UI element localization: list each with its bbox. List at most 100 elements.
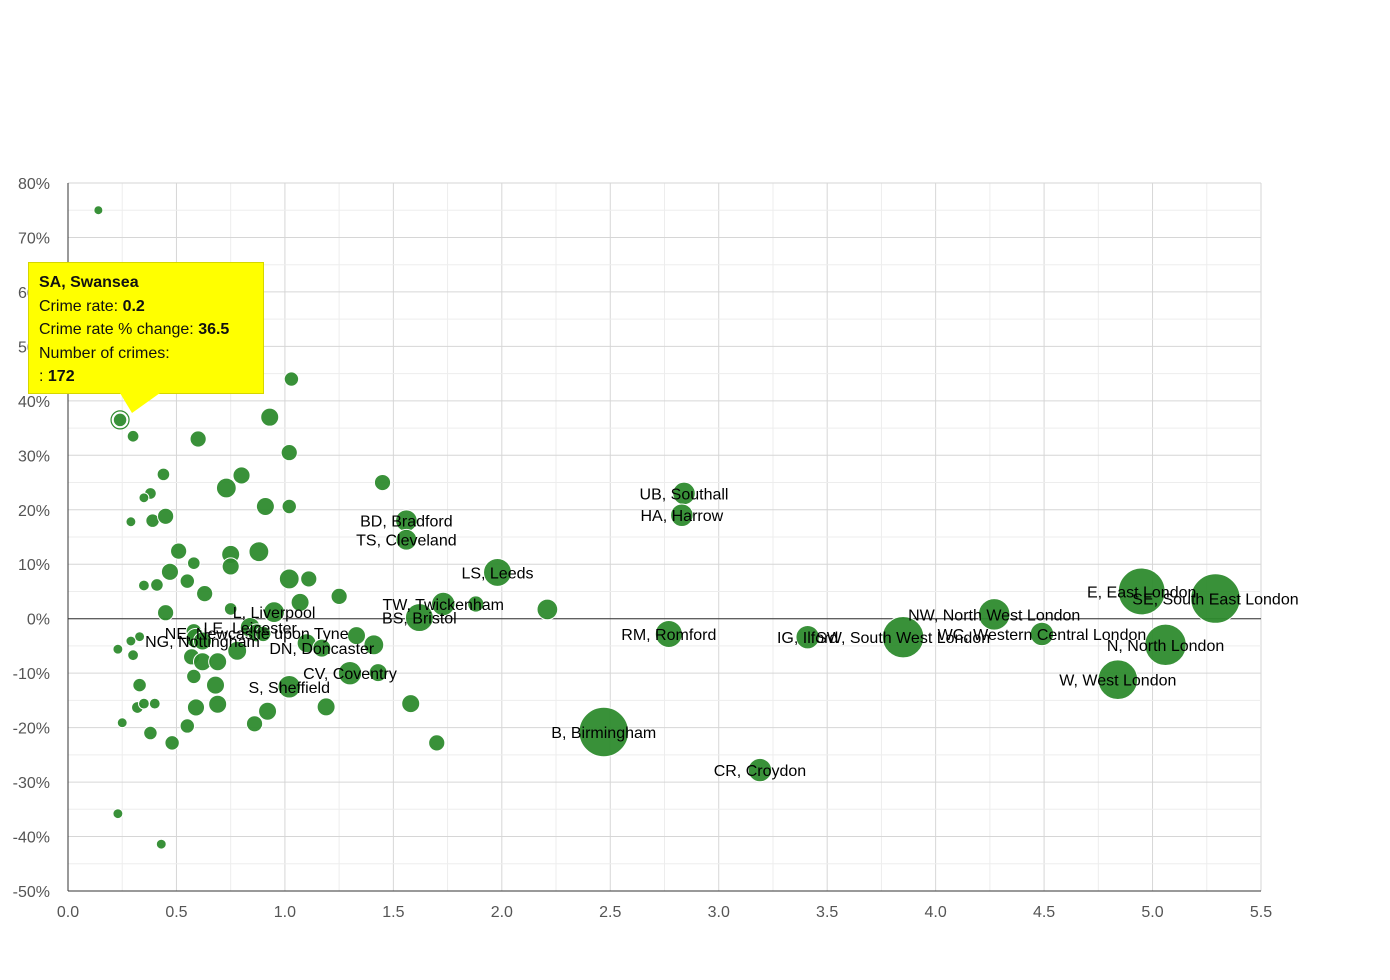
bubble-point [127, 649, 139, 662]
axes: 0.0 0.5 1.0 1.5 2.0 2.5 3.0 3.5 4.0 4.5 5.0 5.5 80% 7… [13, 176, 1273, 921]
bubble-point [404, 603, 434, 633]
y-tick-label: 20% [18, 503, 50, 520]
bubble-point [112, 412, 128, 428]
bubble-point [112, 808, 124, 820]
bubble-point [280, 443, 298, 462]
bubble-point [132, 677, 147, 693]
tooltip-crimes-prefix: : [39, 368, 44, 385]
bubble-point [290, 592, 310, 612]
bubble-point [232, 466, 251, 485]
bubble-point [316, 697, 336, 717]
bubble-point [187, 556, 201, 570]
bubble-point [160, 562, 179, 581]
x-tick-label: 0.5 [165, 904, 187, 921]
bubble-point [179, 573, 196, 589]
x-tick-label: 1.0 [274, 904, 296, 921]
bubble-point [337, 660, 363, 686]
x-tick-label: 3.5 [816, 904, 838, 921]
bubble-label: L, Liverpool [233, 605, 316, 622]
bubble-point [138, 697, 150, 710]
tooltip-change-value: 36.5 [198, 321, 230, 338]
x-tick-label: 1.5 [382, 904, 404, 921]
bubble-point [157, 604, 175, 622]
bubble-point [346, 626, 366, 646]
bubble-point [1029, 621, 1055, 647]
bubble-point [255, 625, 272, 643]
tooltip-rate-value: 0.2 [122, 297, 145, 315]
bubble-point [223, 602, 238, 616]
bubble-point [483, 557, 512, 587]
bubble-label: E, East London [1087, 584, 1196, 601]
bubble-label: W, West London [1059, 673, 1176, 690]
bubble-point [373, 473, 392, 492]
bubble-point [138, 579, 150, 592]
x-tick-label: 5.5 [1250, 904, 1272, 921]
bubble-point [150, 578, 164, 592]
bubble-point [312, 638, 332, 658]
bubble-labels: UB, Southall HA, Harrow BD, Bradford TS, Cl… [145, 486, 1298, 780]
bubble-point [245, 715, 264, 733]
y-tick-label: -40% [13, 830, 50, 847]
x-tick-label: 2.5 [599, 904, 621, 921]
bubble-point [795, 625, 820, 650]
bubble-point [1144, 623, 1187, 667]
tooltip-rate-label: Crime rate: [39, 297, 119, 315]
bubble-point [125, 635, 137, 647]
bubble-label: N, North London [1107, 638, 1224, 655]
bubble-label: IG, Ilford [777, 630, 838, 647]
y-tick-label: -20% [13, 721, 50, 738]
bubble-point [467, 595, 485, 613]
bubble-label: CV, Coventry [303, 666, 397, 683]
y-tick-label: 40% [18, 394, 50, 411]
bubble-point [227, 640, 248, 661]
bubble-label: SE, South East London [1132, 592, 1298, 609]
bubble-label: NG, Nottingham [145, 634, 260, 651]
bubble-point [670, 503, 694, 527]
tooltip-change-label: Crime rate % change: [39, 321, 194, 338]
bubble-point [300, 570, 318, 588]
x-tick-label: 0.0 [57, 904, 79, 921]
x-tick-label: 2.0 [491, 904, 513, 921]
bubble-point [1190, 573, 1241, 624]
x-tick-label: 4.5 [1033, 904, 1055, 921]
bubble-point [221, 557, 240, 576]
bubble-point [179, 718, 196, 734]
bubble-point [208, 694, 228, 714]
bubble-point [1097, 659, 1139, 700]
bubble-label: TS, Cleveland [356, 533, 457, 550]
bubble-label: RM, Romford [621, 627, 716, 644]
bubble-point [138, 492, 150, 504]
bubble-point [278, 568, 300, 590]
bubble-point [431, 591, 456, 617]
bubble-point [536, 598, 559, 621]
x-tick-label: 3.0 [708, 904, 730, 921]
bubble-point [747, 757, 773, 783]
bubble-point [125, 516, 137, 528]
tooltip-title: SA, Swansea [39, 274, 139, 291]
bubble-point [281, 498, 297, 515]
bubble-point [134, 631, 146, 643]
bubble-series [93, 205, 1241, 850]
bubble-point [157, 507, 175, 525]
bubble-label: BS, Bristol [382, 611, 457, 628]
bubble-point [164, 735, 180, 751]
bubble-point [170, 542, 188, 560]
grid-lines [67, 182, 1262, 892]
bubble-point [192, 631, 212, 651]
bubble-point [428, 734, 446, 752]
bubble-point [578, 706, 630, 758]
bubble-point [881, 616, 925, 659]
y-tick-label: 30% [18, 448, 50, 465]
bubble-label: CR, Croydon [714, 763, 806, 780]
bubble-point [395, 528, 418, 551]
y-tick-label: -50% [13, 884, 50, 901]
y-tick-label: 80% [18, 176, 50, 193]
bubble-label: TW, Twickenham [382, 597, 504, 614]
bubble-label: UB, Southall [640, 486, 729, 503]
tooltip: SA, Swansea Crime rate: 0.2 Crime rate %… [28, 262, 264, 394]
tooltip-crimes-value: 172 [47, 368, 75, 385]
bubble-point [283, 371, 300, 387]
bubble-point [126, 429, 140, 443]
bubble-point [1117, 567, 1166, 616]
